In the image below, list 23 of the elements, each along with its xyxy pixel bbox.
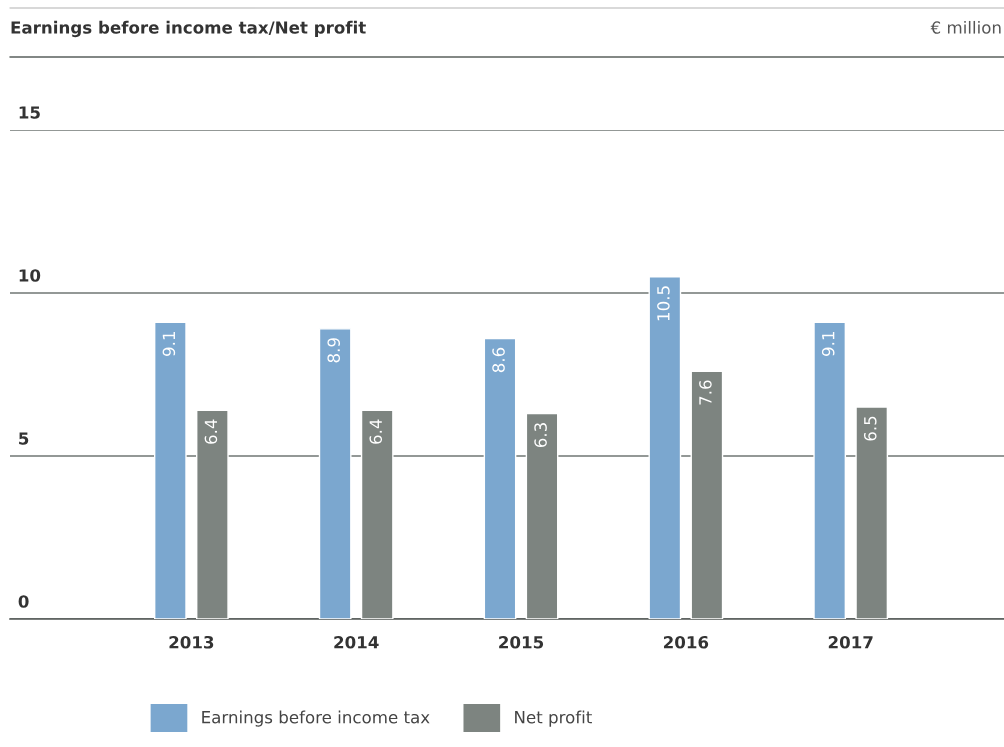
y-tick-label: 5 (19, 432, 29, 445)
legend-label: Net profit (515, 710, 592, 727)
y-tick-label: 10 (19, 269, 41, 282)
data-label: 9.1 (821, 332, 835, 356)
data-label: 6.5 (863, 416, 877, 441)
data-label: 6.3 (534, 423, 547, 448)
legend-label: Earnings before income tax (202, 710, 430, 727)
data-label: 8.9 (327, 338, 341, 363)
y-tick-label: 15 (19, 106, 40, 119)
x-tick-label: 2016 (663, 635, 709, 649)
data-label: 9.1 (162, 332, 176, 356)
data-label: 10.5 (657, 286, 670, 321)
chart-title: Earnings before income tax/Net profit (11, 20, 366, 38)
x-tick-label: 2013 (169, 635, 214, 649)
x-tick-label: 2014 (334, 635, 379, 649)
data-label: 7.6 (699, 380, 712, 405)
data-label: 8.6 (492, 347, 505, 373)
data-label: 6.4 (204, 419, 218, 444)
data-label: 6.4 (369, 419, 383, 444)
x-tick-label: 2015 (499, 635, 544, 649)
chart-subtitle: € million (930, 20, 1001, 34)
y-tick-label: 0 (18, 595, 29, 608)
x-tick-label: 2017 (828, 635, 873, 649)
